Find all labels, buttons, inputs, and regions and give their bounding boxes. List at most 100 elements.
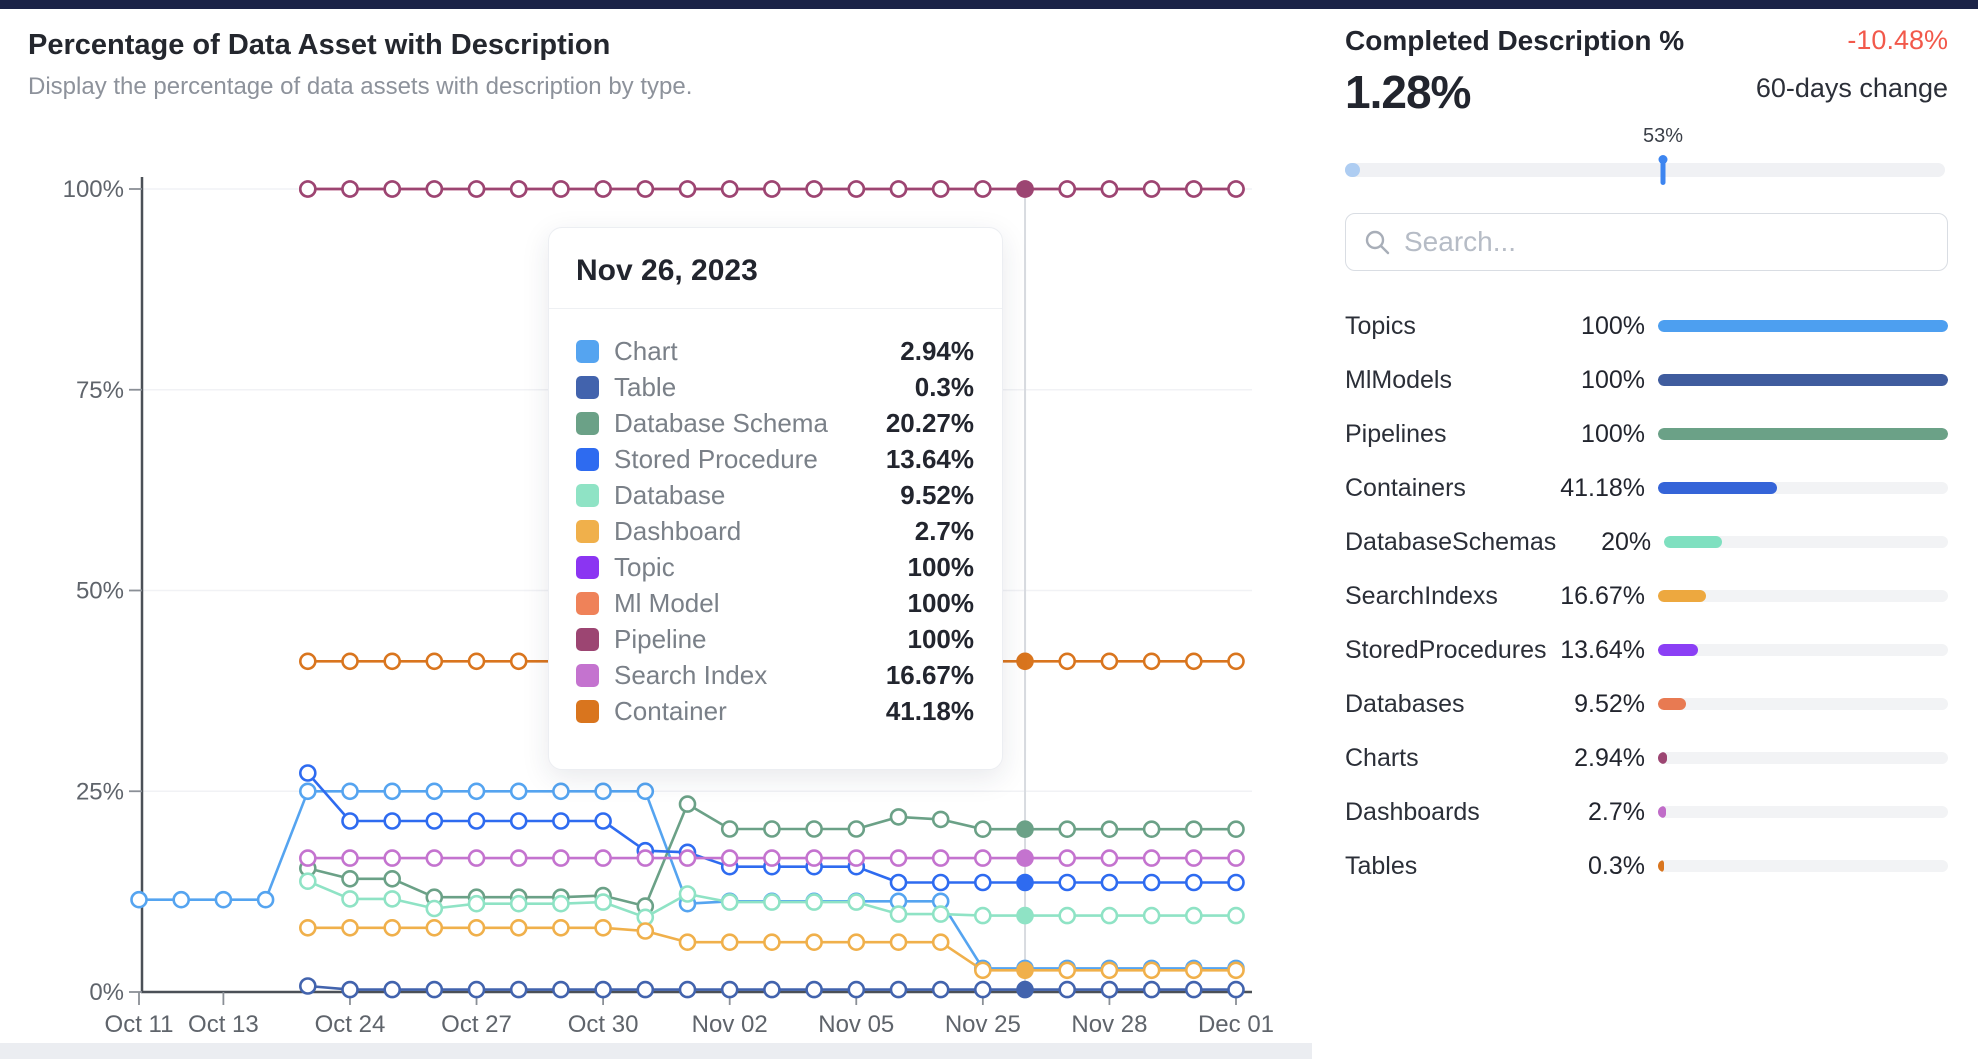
- series-label: Stored Procedure: [614, 443, 818, 474]
- svg-text:Oct 11: Oct 11: [105, 1011, 174, 1038]
- series-label: Container: [614, 695, 727, 726]
- series-value: 100%: [907, 551, 975, 582]
- asset-row[interactable]: Dashboards 2.7%: [1345, 797, 1948, 827]
- asset-percent: 41.18%: [1560, 473, 1645, 502]
- asset-label: MlModels: [1345, 365, 1452, 394]
- svg-text:Oct 30: Oct 30: [568, 1011, 639, 1038]
- search-input[interactable]: [1402, 225, 1947, 259]
- slider-left-cap: [1345, 163, 1360, 177]
- slider-handle[interactable]: [1658, 155, 1668, 185]
- series-label: Table: [614, 371, 677, 402]
- asset-row[interactable]: Tables 0.3%: [1345, 851, 1948, 881]
- asset-progress-bar: [1658, 482, 1948, 494]
- svg-text:Dec 01: Dec 01: [1198, 1011, 1274, 1038]
- series-label: Chart: [614, 335, 678, 366]
- series-swatch: [576, 591, 599, 615]
- slider-track[interactable]: [1345, 155, 1945, 185]
- series-swatch: [576, 663, 599, 687]
- tooltip-row: Database Schema 20.27%: [576, 405, 974, 441]
- tooltip-row: Search Index 16.67%: [576, 657, 974, 693]
- asset-label: Databases: [1345, 689, 1465, 718]
- series-swatch: [576, 699, 599, 723]
- series-label: Pipeline: [614, 623, 707, 654]
- svg-text:50%: 50%: [76, 578, 124, 605]
- kpi-value: 1.28%: [1345, 66, 1471, 118]
- summary-sidebar: Completed Description % -10.48% 1.28% 60…: [1345, 9, 1948, 1050]
- asset-row[interactable]: Containers 41.18%: [1345, 473, 1948, 503]
- asset-row[interactable]: StoredProcedures 13.64%: [1345, 635, 1948, 665]
- svg-text:Nov 02: Nov 02: [692, 1011, 768, 1038]
- threshold-slider[interactable]: 53%: [1345, 117, 1945, 197]
- svg-text:Nov 05: Nov 05: [818, 1011, 894, 1038]
- svg-text:0%: 0%: [89, 979, 124, 1006]
- chart-tooltip: Nov 26, 2023 Chart 2.94% Table 0.3% Database…: [548, 227, 1003, 770]
- asset-percent: 2.7%: [1588, 797, 1645, 826]
- asset-row[interactable]: MlModels 100%: [1345, 365, 1948, 395]
- svg-text:25%: 25%: [76, 778, 124, 805]
- asset-row[interactable]: DatabaseSchemas 20%: [1345, 527, 1948, 557]
- asset-progress-bar: [1664, 536, 1948, 548]
- bottom-scroll-strip[interactable]: [0, 1043, 1312, 1059]
- asset-progress-bar: [1658, 752, 1948, 764]
- asset-percent: 100%: [1581, 311, 1645, 340]
- series-swatch: [576, 555, 599, 579]
- asset-percent: 0.3%: [1588, 851, 1645, 880]
- series-swatch: [576, 339, 599, 363]
- asset-row[interactable]: Databases 9.52%: [1345, 689, 1948, 719]
- asset-row[interactable]: SearchIndexs 16.67%: [1345, 581, 1948, 611]
- asset-percent: 100%: [1581, 365, 1645, 394]
- kpi-change-label: 60-days change: [1755, 73, 1948, 103]
- asset-label: Dashboards: [1345, 797, 1480, 826]
- series-value: 9.52%: [900, 479, 974, 510]
- series-value: 13.64%: [885, 443, 974, 474]
- series-label: Topic: [614, 551, 675, 582]
- series-swatch: [576, 411, 599, 435]
- svg-text:100%: 100%: [63, 176, 124, 203]
- svg-text:Nov 28: Nov 28: [1071, 1011, 1147, 1038]
- svg-text:Oct 27: Oct 27: [441, 1011, 512, 1038]
- asset-progress-bar: [1658, 698, 1948, 710]
- series-label: Database Schema: [614, 407, 828, 438]
- tooltip-rows: Chart 2.94% Table 0.3% Database Schema 20.27%…: [549, 309, 1002, 729]
- series-swatch: [576, 483, 599, 507]
- tooltip-row: Ml Model 100%: [576, 585, 974, 621]
- series-value: 16.67%: [885, 659, 974, 690]
- tooltip-row: Table 0.3%: [576, 369, 974, 405]
- asset-progress-bar: [1658, 590, 1948, 602]
- search-box[interactable]: [1345, 213, 1948, 271]
- tooltip-row: Dashboard 2.7%: [576, 513, 974, 549]
- svg-text:Oct 24: Oct 24: [315, 1011, 386, 1038]
- series-label: Database: [614, 479, 726, 510]
- chart-card: 0% 25% 50% 75% 100% Oct 11 Oct 13 Oct 24 Oct 27 O…: [0, 9, 1320, 1059]
- kpi-change-value: -10.48%: [1847, 25, 1948, 55]
- asset-label: DatabaseSchemas: [1345, 527, 1557, 556]
- svg-text:Oct 13: Oct 13: [188, 1011, 259, 1038]
- asset-label: Tables: [1345, 851, 1418, 880]
- asset-percent: 16.67%: [1560, 581, 1645, 610]
- series-value: 2.94%: [900, 335, 974, 366]
- tooltip-row: Database 9.52%: [576, 477, 974, 513]
- asset-label: Topics: [1345, 311, 1416, 340]
- asset-label: Charts: [1345, 743, 1419, 772]
- asset-row[interactable]: Pipelines 100%: [1345, 419, 1948, 449]
- asset-percent: 13.64%: [1560, 635, 1645, 664]
- series-swatch: [576, 447, 599, 471]
- top-accent-bar: [0, 0, 1978, 9]
- asset-progress-bar: [1658, 320, 1948, 332]
- asset-progress-bar: [1658, 806, 1948, 818]
- kpi-title: Completed Description %: [1345, 25, 1685, 56]
- series-value: 41.18%: [885, 695, 974, 726]
- series-value: 2.7%: [914, 515, 974, 546]
- series-swatch: [576, 627, 599, 651]
- svg-text:Nov 25: Nov 25: [945, 1011, 1021, 1038]
- series-value: 0.3%: [914, 371, 974, 402]
- tooltip-row: Chart 2.94%: [576, 333, 974, 369]
- series-value: 100%: [907, 623, 975, 654]
- series-label: Dashboard: [614, 515, 742, 546]
- asset-row[interactable]: Charts 2.94%: [1345, 743, 1948, 773]
- asset-label: SearchIndexs: [1345, 581, 1498, 610]
- asset-row[interactable]: Topics 100%: [1345, 311, 1948, 341]
- tooltip-row: Topic 100%: [576, 549, 974, 585]
- tooltip-row: Pipeline 100%: [576, 621, 974, 657]
- series-swatch: [576, 519, 599, 543]
